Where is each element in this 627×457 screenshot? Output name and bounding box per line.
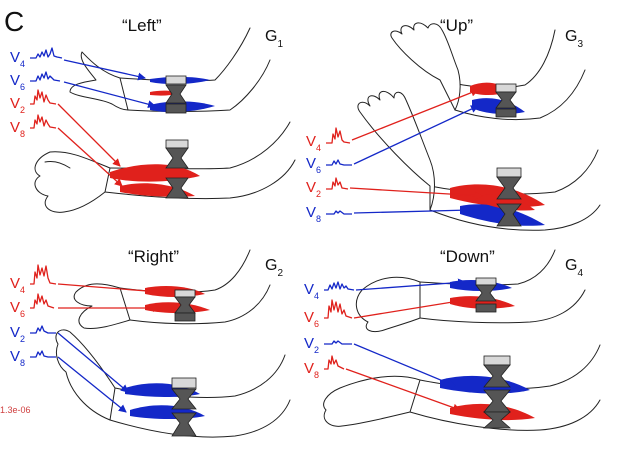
panel-down-wave-v8 [324,355,345,370]
panel-down-gesture: G4 [565,257,583,279]
panel-up-wave-v4 [326,127,351,144]
panel-up-signal-v2-label: V2 [306,179,321,199]
panel-right-wave-v6 [30,293,55,309]
panel-up: “Up” G3 V4 V6 V2 V8 [306,16,601,231]
panel-down-signal-v2-label: V2 [304,335,319,355]
panel-right-wave-v8 [30,350,56,358]
panel-up-title: “Up” [440,16,473,35]
panel-up-signal-v6-label: V6 [306,155,321,175]
panel-down-arrow-v4 [355,278,466,291]
panel-right-wave-v2 [30,325,56,334]
panel-left-wave-v6 [30,71,61,82]
panel-up-gesture: G3 [565,28,583,50]
panel-right-signal-v4-label: V4 [10,275,25,295]
panel-down-title: “Down” [440,247,495,266]
panel-right-signal-v8-label: V8 [10,348,25,368]
panel-up-arrow-v8 [353,206,471,215]
panel-down-wave-v6 [324,299,353,319]
panel-left-upper-arm [69,27,271,114]
panel-left-arrow-v4 [63,59,146,81]
panel-down-arrow-v6 [353,297,466,319]
panel-left-signal-v8-label: V8 [10,119,25,139]
panel-down-wave-v2 [324,340,352,345]
panel-left-arrow-v2 [57,103,121,167]
panel-left-signal-v4-label: V4 [10,49,25,69]
panel-right-gesture: G2 [265,257,283,279]
panel-right-signal-v2-label: V2 [10,324,25,344]
panel-down-signal-v8-label: V8 [304,360,319,380]
panel-up-signal-v4-label: V4 [306,133,321,153]
panel-left-gesture: G1 [265,28,283,50]
panel-right-arrow-v4 [57,283,161,296]
panel-left-arrow-v6 [63,81,156,109]
panel-down-upper-arm [355,249,586,333]
panel-letter: C [4,6,24,37]
panel-left-wave-v4 [30,47,63,59]
panel-left-arrow-v8 [57,127,123,187]
panel-left-signal-v6-label: V6 [10,72,25,92]
panel-right-title: “Right” [128,247,179,266]
scale-label: 1.3e-06 [0,405,31,415]
panel-left-title: “Left” [122,16,162,35]
panel-down-signal-v6-label: V6 [304,309,319,329]
panel-down-signal-v4-label: V4 [304,281,319,301]
panel-up-wave-v8 [326,210,352,215]
panel-right-arrow-v8 [57,356,127,413]
panel-left-wave-v8 [30,114,57,129]
panel-up-arrow-v6 [353,105,479,165]
panel-up-arrow-v4 [351,88,479,141]
panel-up-wave-v2 [326,177,349,190]
panel-right-arrow-v2 [57,332,129,393]
panel-up-lower-arm [357,91,601,231]
panel-left-signal-v2-label: V2 [10,95,25,115]
panel-up-arrow-v2 [349,187,483,200]
panel-down-arrow-v2 [353,343,456,388]
panel-up-signal-v8-label: V8 [306,204,321,224]
panel-up-upper-arm [390,22,586,121]
panel-down: “Down” G4 V4 V6 V2 V8 [304,247,601,431]
panel-down-arrow-v8 [345,368,461,412]
panel-up-wave-v6 [326,159,352,166]
panel-right-lower-arm [55,329,291,438]
panel-right-wave-v4 [30,264,57,285]
panel-left-wave-v2 [30,89,57,105]
panel-down-wave-v4 [324,281,355,291]
panel-left: “Left” G1 V4 V6 V2 [10,16,296,213]
panel-right-signal-v6-label: V6 [10,299,25,319]
panel-left-lower-arm [34,121,296,213]
panel-right: “Right” G2 V4 V6 V2 V8 [0,247,291,438]
panel-down-lower-arm [323,344,601,431]
